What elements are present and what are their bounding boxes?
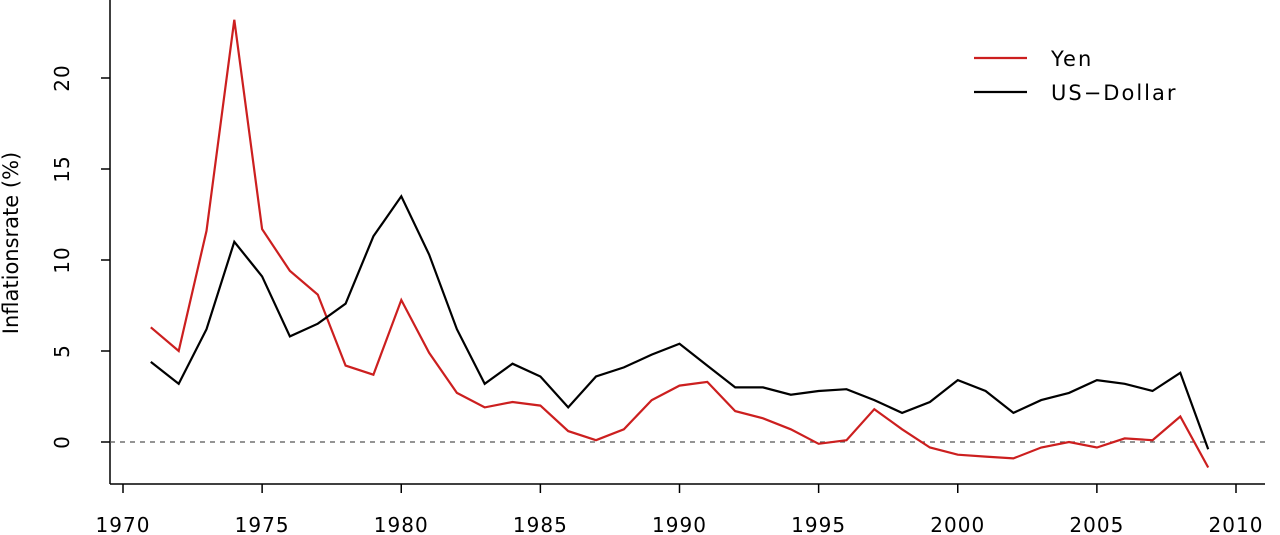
legend-label-yen: Yen — [1050, 47, 1093, 71]
y-tick-label: 0 — [50, 435, 74, 449]
x-tick-label: 1995 — [791, 513, 846, 535]
y-tick-label: 20 — [50, 64, 74, 91]
series-layer — [150, 19, 1210, 469]
x-tick-label: 2000 — [930, 513, 985, 535]
y-tick-label: 15 — [50, 155, 74, 182]
series-line-yen — [150, 19, 1210, 469]
y-axis-title: Inflationsrate (%) — [0, 152, 23, 334]
x-tick-label: 1980 — [374, 513, 429, 535]
x-tick-label: 2005 — [1069, 513, 1124, 535]
x-tick-label: 1990 — [652, 513, 707, 535]
x-tick-label: 1975 — [235, 513, 290, 535]
y-tick-label: 5 — [50, 344, 74, 358]
legend: Yen US−Dollar — [974, 47, 1178, 105]
legend-label-us-dollar: US−Dollar — [1051, 81, 1178, 105]
y-tick-label: 10 — [50, 246, 74, 273]
x-tick-label: 1970 — [96, 513, 151, 535]
x-tick-label: 2010 — [1209, 513, 1264, 535]
axes: 1970 1975 1980 1985 1990 1995 2000 2005 2010 0 5 10… — [50, 0, 1265, 535]
series-line-us-dollar — [150, 194, 1210, 450]
x-tick-label: 1985 — [513, 513, 568, 535]
